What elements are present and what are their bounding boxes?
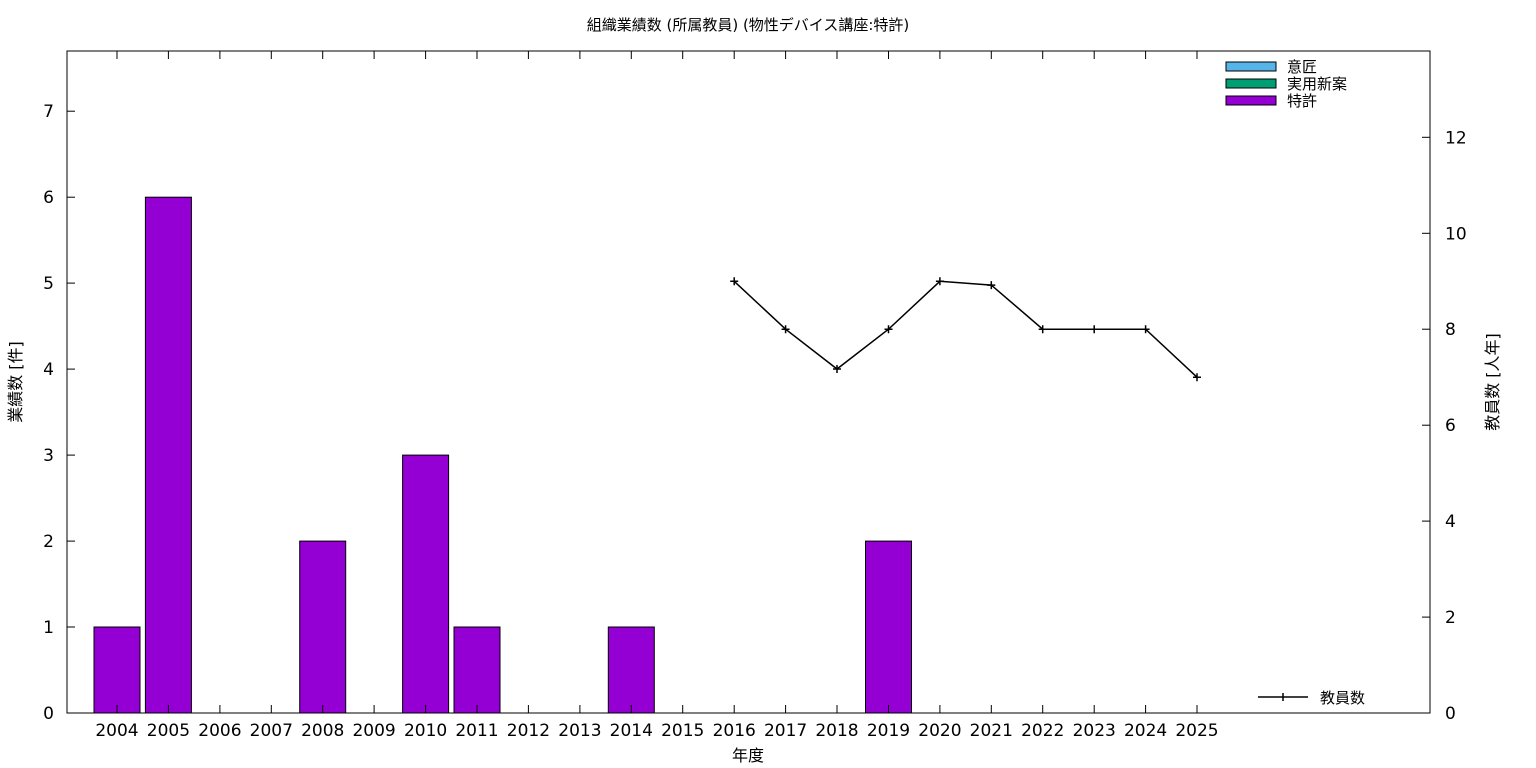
faculty-point-2023 (1090, 325, 1099, 334)
bar-2010 (402, 454, 450, 714)
x-tick-label: 2006 (198, 721, 241, 741)
x-tick-label: 2014 (610, 721, 653, 741)
y-axis: 0 1 2 3 4 5 6 7 (43, 102, 75, 724)
faculty-point-2018 (833, 365, 841, 373)
faculty-point-2021 (987, 281, 996, 290)
x-tick-label: 2020 (918, 721, 961, 741)
faculty-point-2024 (1141, 325, 1150, 334)
x-axis-title: 年度 (732, 746, 764, 765)
y2-tick-label: 2 (1445, 608, 1456, 628)
x-tick-label: 2007 (250, 721, 293, 741)
y2-tick-label: 12 (1445, 128, 1467, 148)
y-tick-label: 6 (43, 188, 54, 208)
x-tick-label: 2021 (970, 721, 1013, 741)
x-tick-label: 2023 (1073, 721, 1116, 741)
y2-tick-label: 0 (1445, 704, 1456, 724)
x-tick-label: 2017 (764, 721, 807, 741)
x-tick-label: 2012 (507, 721, 550, 741)
chart-title: 組織業績数 (所属教員) (物性デバイス講座:特許) (587, 16, 910, 34)
y2-axis-title: 教員数 [人年] (1483, 333, 1502, 431)
faculty-point-2022 (1038, 325, 1047, 334)
legend-label: 意匠 (1287, 58, 1317, 76)
x-tick-label: 2011 (455, 721, 498, 741)
faculty-point-2017 (781, 325, 790, 334)
y-tick-label: 4 (43, 360, 54, 380)
faculty-line-layer (730, 277, 1201, 382)
y-tick-label: 1 (43, 618, 54, 638)
legend-label: 特許 (1287, 92, 1317, 110)
legend-swatch (1225, 78, 1277, 89)
bar-2008 (299, 540, 347, 714)
y-tick-label: 2 (43, 532, 54, 552)
y-tick-label: 3 (43, 446, 54, 466)
y-tick-label: 5 (43, 274, 54, 294)
y2-tick-label: 6 (1445, 416, 1456, 436)
bar-2004 (93, 626, 141, 714)
bar-2011 (453, 626, 501, 714)
faculty-point-2020 (935, 277, 944, 286)
x-tick-label: 2008 (301, 721, 344, 741)
y-tick-label: 0 (43, 704, 54, 724)
x-axis: 2004 2005 2006 2007 2008 2009 2010 2011 2012 2013… (95, 51, 1219, 741)
x-tick-label: 2022 (1021, 721, 1064, 741)
legend-swatch (1225, 61, 1277, 72)
x-tick-label: 2018 (815, 721, 858, 741)
y2-tick-label: 8 (1445, 320, 1456, 340)
x-tick-label: 2025 (1175, 721, 1218, 741)
legend-label: 実用新案 (1287, 75, 1347, 93)
x-tick-label: 2005 (147, 721, 190, 741)
x-tick-label: 2024 (1124, 721, 1167, 741)
faculty-line (733, 280, 1198, 378)
plot-frame (66, 50, 1431, 714)
y2-tick-label: 4 (1445, 512, 1456, 532)
bar-layer (93, 196, 912, 714)
faculty-point-2019 (884, 325, 893, 334)
x-tick-label: 2004 (95, 721, 138, 741)
y-axis-title: 業績数 [件] (6, 341, 25, 423)
y2-tick-label: 10 (1445, 224, 1467, 244)
bar-2005 (144, 196, 192, 714)
x-tick-label: 2013 (558, 721, 601, 741)
legend-label: 教員数 (1320, 689, 1365, 707)
y-tick-label: 7 (43, 102, 54, 122)
x-tick-label: 2009 (352, 721, 395, 741)
legend-swatch (1225, 95, 1277, 106)
x-tick-label: 2010 (404, 721, 447, 741)
faculty-point-2016 (730, 277, 739, 286)
x-tick-label: 2019 (867, 721, 910, 741)
y2-axis: 0 2 4 6 8 10 12 (1422, 128, 1467, 724)
legend-line-swatch (1258, 693, 1308, 701)
bar-2014 (607, 626, 655, 714)
bar-2019 (865, 540, 912, 714)
faculty-point-2025 (1193, 373, 1201, 382)
x-tick-label: 2016 (713, 721, 756, 741)
x-tick-label: 2015 (661, 721, 704, 741)
